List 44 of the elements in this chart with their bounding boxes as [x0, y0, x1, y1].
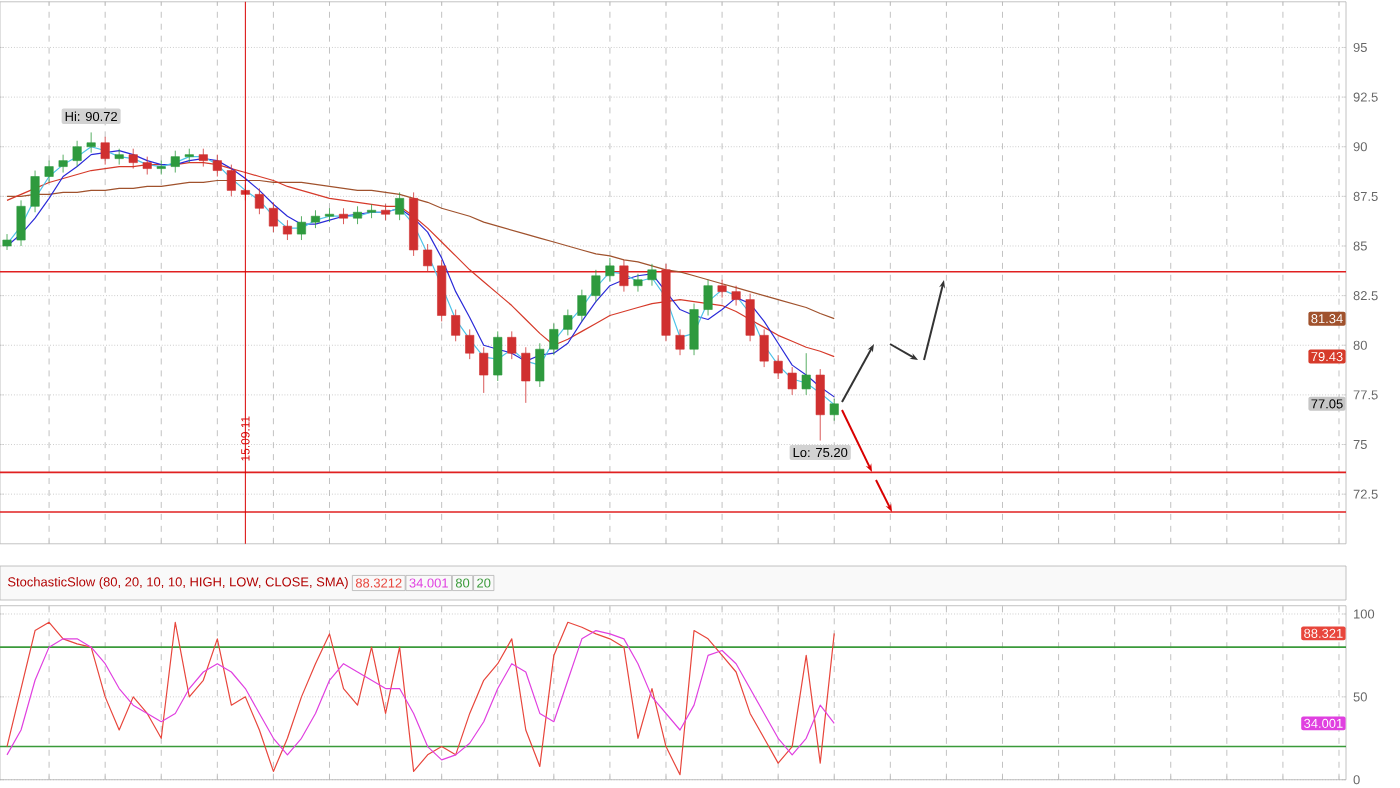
candlestick [451, 309, 461, 342]
candlestick [479, 346, 489, 394]
candlestick [254, 188, 264, 215]
candlestick [16, 199, 26, 247]
candlestick [282, 219, 292, 241]
candlestick [521, 346, 531, 404]
candlestick [72, 140, 82, 167]
candlestick [717, 279, 727, 299]
candlestick [30, 170, 40, 213]
candlestick [773, 354, 783, 380]
candlestick [689, 303, 699, 356]
candlestick [815, 368, 825, 441]
candlestick [605, 257, 615, 283]
candlestick [633, 273, 643, 293]
candlestick [86, 132, 96, 154]
candlestick [549, 323, 559, 356]
candlestick [535, 342, 545, 388]
candlestick [296, 215, 306, 241]
candlestick [675, 328, 685, 356]
candlestick [563, 309, 573, 336]
candlestick [58, 154, 68, 173]
candlestick [507, 330, 517, 360]
candlestick [324, 207, 335, 223]
candlestick [703, 279, 713, 316]
candlestick [493, 330, 503, 382]
candlestick [647, 263, 657, 287]
candlestick [184, 148, 194, 164]
candlestick [801, 352, 811, 396]
candlestick [731, 285, 741, 306]
candlestick [465, 328, 475, 360]
candlestick [395, 191, 405, 221]
candlestick [423, 243, 433, 273]
candlestick [367, 203, 377, 219]
candlestick [829, 398, 839, 422]
candlestick [745, 293, 755, 342]
candlestick [170, 150, 180, 173]
candlestick [577, 289, 587, 322]
candlestick [44, 160, 54, 183]
candlestick [268, 201, 278, 233]
candlestick [591, 269, 601, 302]
candlestick [156, 160, 166, 175]
candlestick [2, 233, 12, 251]
candlestick [619, 259, 629, 293]
candlestick [787, 366, 797, 396]
